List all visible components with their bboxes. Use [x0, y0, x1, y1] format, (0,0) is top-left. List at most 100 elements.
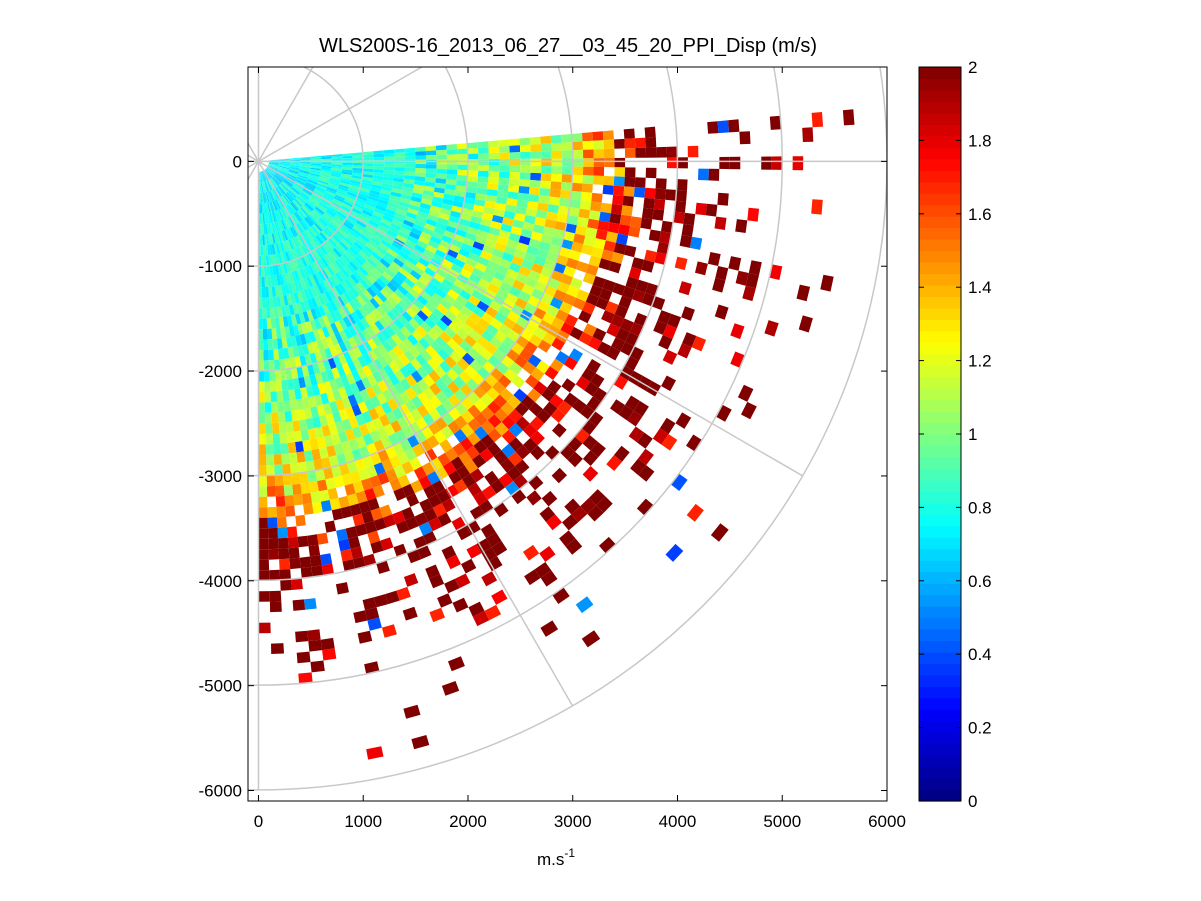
ppi-cell — [317, 203, 328, 212]
ppi-cell — [674, 256, 688, 271]
ppi-cell — [507, 191, 519, 200]
ppi-cell — [317, 181, 328, 187]
ppi-cell — [624, 176, 636, 188]
ppi-cell — [324, 520, 337, 533]
ppi-cell — [266, 475, 276, 487]
ppi-cell — [449, 350, 462, 364]
ppi-cell — [446, 169, 458, 175]
ppi-cell — [368, 219, 380, 228]
ppi-cell — [403, 178, 415, 185]
ppi-cell — [328, 223, 338, 233]
ppi-cell — [540, 292, 554, 305]
ppi-cell — [417, 378, 430, 392]
ppi-cell — [710, 523, 729, 542]
ppi-cell — [320, 371, 329, 383]
ppi-cell — [269, 265, 274, 277]
ppi-cell — [280, 183, 289, 192]
ppi-cell — [530, 367, 545, 382]
ppi-cell — [371, 181, 383, 187]
ppi-cell — [509, 145, 521, 153]
ppi-cell — [683, 212, 696, 226]
ppi-cell — [298, 672, 313, 685]
ppi-cell — [337, 243, 347, 254]
ppi-cell — [263, 339, 269, 351]
ppi-cell — [269, 222, 274, 234]
ppi-cell — [299, 169, 310, 173]
ppi-cell — [379, 221, 391, 230]
ppi-cell — [299, 472, 309, 484]
ppi-cell — [298, 312, 306, 324]
ppi-cell — [497, 184, 509, 192]
ppi-cell — [411, 395, 424, 409]
colorbar-segment — [919, 617, 961, 630]
ppi-cell — [318, 202, 329, 210]
ppi-cell — [347, 189, 359, 196]
ppi-cell — [418, 257, 430, 268]
ppi-cell — [539, 188, 551, 197]
ppi-cell — [342, 164, 353, 168]
ppi-cell — [460, 306, 473, 318]
ppi-cell — [262, 171, 267, 181]
ppi-cell — [331, 261, 341, 273]
ppi-cell — [359, 187, 371, 193]
ppi-cell — [347, 232, 358, 242]
ppi-cell — [277, 527, 288, 539]
ppi-cell — [311, 565, 324, 578]
ppi-cell — [436, 154, 447, 160]
ppi-cell — [268, 162, 280, 164]
ppi-cell — [412, 265, 425, 276]
ppi-cell — [309, 226, 318, 237]
ppi-cell — [281, 453, 290, 465]
ppi-cell — [393, 174, 405, 179]
ppi-cell — [397, 314, 409, 327]
ppi-cell — [635, 147, 646, 158]
ppi-cell — [506, 348, 520, 362]
ppi-cell — [329, 300, 338, 312]
ppi-cell — [323, 267, 332, 278]
ppi-cell — [325, 188, 337, 195]
ppi-cell — [364, 204, 376, 211]
ppi-cell — [469, 359, 483, 373]
ppi-cell — [258, 339, 264, 351]
ppi-cell — [588, 210, 601, 221]
ppi-cell — [299, 192, 309, 201]
ppi-cell — [261, 276, 265, 288]
x-tick-label: 2000 — [449, 812, 487, 831]
ppi-cell — [689, 236, 703, 250]
ppi-cell — [483, 206, 495, 215]
ppi-cell — [361, 329, 372, 341]
ppi-cell — [362, 455, 374, 469]
ppi-cell — [281, 196, 288, 206]
ppi-cell — [258, 433, 266, 445]
ppi-cell — [286, 315, 293, 327]
ppi-cell — [539, 506, 556, 522]
ppi-cell — [513, 474, 529, 490]
ppi-cell — [670, 473, 688, 491]
ppi-cell — [460, 322, 473, 335]
ppi-cell — [332, 247, 342, 258]
ppi-cell — [476, 300, 490, 313]
ppi-cell — [582, 175, 594, 185]
ppi-cell — [279, 274, 285, 286]
ppi-cell — [302, 188, 313, 195]
ppi-cell — [408, 288, 421, 299]
ppi-cell — [433, 191, 445, 199]
ppi-cell — [289, 462, 300, 475]
ppi-cell — [405, 155, 416, 160]
ppi-cell — [715, 266, 729, 281]
polar-spoke — [258, 67, 424, 163]
ppi-cell — [270, 391, 278, 403]
ppi-cell — [260, 171, 264, 182]
y-tick-label: -2000 — [199, 362, 242, 381]
ppi-cell — [448, 215, 461, 224]
ppi-cell — [622, 195, 634, 207]
ppi-cell — [412, 188, 424, 195]
ppi-cell — [323, 255, 332, 266]
ppi-cell — [287, 173, 298, 178]
ppi-cell — [369, 430, 381, 443]
ppi-cell — [536, 409, 551, 424]
ppi-cell — [454, 402, 468, 416]
ppi-cell — [544, 366, 559, 380]
ppi-cell — [587, 218, 600, 230]
ppi-cell — [319, 200, 330, 208]
